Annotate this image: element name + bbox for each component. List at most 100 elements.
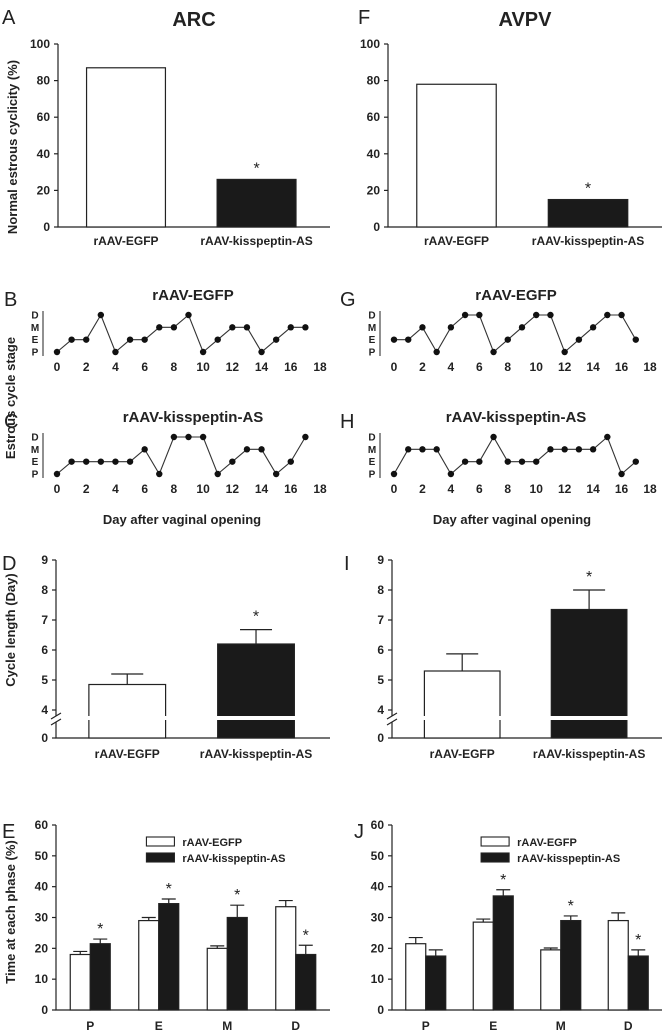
stage-point bbox=[504, 336, 511, 343]
stage-trace bbox=[393, 435, 637, 475]
x-tick-label: 14 bbox=[586, 482, 600, 496]
stage-point bbox=[476, 458, 483, 465]
panel-title: rAAV-EGFP bbox=[152, 287, 233, 304]
stage-point bbox=[112, 348, 119, 356]
category-label: M bbox=[222, 1019, 232, 1033]
stage-point bbox=[533, 311, 540, 319]
bar bbox=[560, 919, 582, 1011]
y-tick-label: 6 bbox=[377, 643, 384, 657]
y-tick-label: 8 bbox=[377, 583, 384, 597]
y-tick-label: 20 bbox=[37, 183, 51, 197]
error-bar bbox=[611, 912, 626, 921]
y-tick-label: 9 bbox=[41, 553, 48, 567]
stage-point bbox=[433, 348, 440, 356]
stage-point bbox=[604, 433, 611, 441]
stage-point bbox=[126, 458, 134, 465]
x-tick-label: 4 bbox=[448, 482, 455, 496]
y-tick-label: 30 bbox=[35, 911, 49, 925]
bar bbox=[69, 953, 91, 1011]
stage-point bbox=[229, 458, 236, 465]
stage-label: D bbox=[31, 433, 38, 444]
x-tick-label: 4 bbox=[448, 360, 455, 374]
error-bar bbox=[210, 945, 225, 949]
x-tick-label: 10 bbox=[196, 360, 210, 374]
panel-i-cycle-length-chart: I 0 4 5 6 7 8 9 rAAV-EGFP rAAV-kisspeptin-AS * bbox=[344, 553, 662, 761]
bar bbox=[405, 943, 427, 1011]
x-tick-label: 6 bbox=[476, 482, 483, 496]
category-label: rAAV-EGFP bbox=[424, 234, 489, 248]
stage-point bbox=[533, 458, 540, 465]
stage-point bbox=[214, 336, 221, 343]
panel-label-g: G bbox=[340, 289, 356, 311]
stage-point bbox=[97, 458, 105, 465]
error-bar bbox=[631, 949, 646, 957]
error-bar bbox=[73, 950, 88, 955]
stage-point bbox=[229, 324, 236, 331]
x-tick-label: 14 bbox=[255, 360, 269, 374]
significance-star: * bbox=[303, 927, 309, 944]
y-label-time: Time at each phase (%) bbox=[3, 840, 18, 984]
stage-point bbox=[561, 348, 568, 356]
stage-point bbox=[632, 458, 639, 465]
bar bbox=[217, 643, 295, 739]
category-label: D bbox=[291, 1019, 300, 1033]
x-tick-label: 14 bbox=[586, 360, 600, 374]
x-tick-label: 10 bbox=[196, 482, 210, 496]
stage-point bbox=[53, 348, 61, 356]
stage-label: D bbox=[368, 311, 375, 322]
bar bbox=[275, 906, 297, 1011]
stage-trace bbox=[56, 313, 306, 353]
x-tick-label: 2 bbox=[419, 482, 426, 496]
panel-j-phase-time-chart: J 0 10 20 30 40 50 60 P E * M * D * rAAV-EGFP rAAV-kissp… bbox=[354, 818, 662, 1033]
bar bbox=[416, 83, 497, 228]
bar bbox=[423, 670, 501, 739]
y-tick-label: 0 bbox=[41, 731, 48, 745]
stage-point bbox=[447, 470, 455, 478]
bar bbox=[85, 67, 167, 228]
x-tick-label: 18 bbox=[313, 360, 327, 374]
x-tick-label: 12 bbox=[558, 360, 572, 374]
significance-star: * bbox=[253, 609, 259, 626]
stage-label: D bbox=[31, 311, 38, 322]
significance-star: * bbox=[586, 569, 592, 586]
stage-label: M bbox=[368, 445, 376, 456]
y-tick-label: 100 bbox=[30, 37, 50, 51]
y-label-length: Cycle length (Day) bbox=[3, 573, 18, 686]
error-bar bbox=[543, 947, 558, 950]
category-label: rAAV-kisspeptin-AS bbox=[532, 234, 644, 248]
stage-point bbox=[302, 433, 309, 441]
error-bar bbox=[278, 899, 293, 907]
y-tick-label: 50 bbox=[371, 849, 385, 863]
stage-point bbox=[170, 433, 178, 441]
bar bbox=[88, 683, 167, 739]
panel-label-f: F bbox=[358, 7, 370, 29]
x-tick-label: 10 bbox=[530, 360, 544, 374]
stage-point bbox=[243, 324, 251, 331]
stage-point bbox=[68, 458, 75, 465]
stage-point bbox=[490, 348, 497, 356]
stage-label: P bbox=[32, 348, 39, 359]
legend-swatch bbox=[145, 836, 175, 847]
x-tick-label: 0 bbox=[54, 482, 61, 496]
x-tick-label: 2 bbox=[83, 360, 90, 374]
bar bbox=[627, 955, 649, 1011]
stage-label: E bbox=[369, 457, 376, 468]
stage-label: M bbox=[368, 323, 376, 334]
stage-point bbox=[185, 433, 192, 441]
category-label: P bbox=[422, 1019, 430, 1033]
bar bbox=[226, 916, 248, 1011]
legend-swatch bbox=[480, 852, 510, 863]
x-tick-label: 0 bbox=[54, 360, 61, 374]
panel-label-i: I bbox=[344, 553, 350, 575]
bar bbox=[547, 198, 629, 228]
x-tick-label: 12 bbox=[226, 360, 240, 374]
bar bbox=[158, 903, 180, 1011]
y-tick-label: 10 bbox=[371, 972, 385, 986]
stage-point bbox=[156, 470, 163, 478]
stage-point bbox=[561, 446, 568, 453]
significance-star: * bbox=[568, 898, 574, 915]
stage-label: E bbox=[32, 457, 39, 468]
stage-point bbox=[575, 446, 583, 453]
y-tick-label: 30 bbox=[371, 911, 385, 925]
